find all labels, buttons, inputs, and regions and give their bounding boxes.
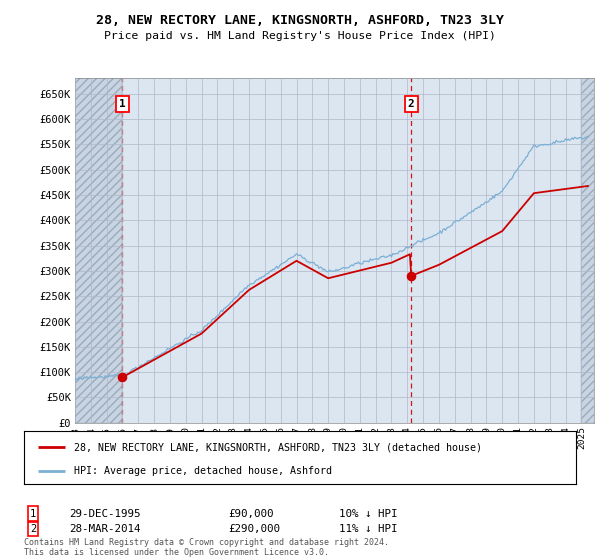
Text: 28, NEW RECTORY LANE, KINGSNORTH, ASHFORD, TN23 3LY: 28, NEW RECTORY LANE, KINGSNORTH, ASHFOR…	[96, 14, 504, 27]
Bar	[581, 68, 600, 423]
Text: 28, NEW RECTORY LANE, KINGSNORTH, ASHFORD, TN23 3LY (detached house): 28, NEW RECTORY LANE, KINGSNORTH, ASHFOR…	[74, 442, 482, 452]
Text: £90,000: £90,000	[228, 508, 274, 519]
Text: 10% ↓ HPI: 10% ↓ HPI	[339, 508, 397, 519]
Text: 2: 2	[408, 99, 415, 109]
Text: 1: 1	[30, 508, 36, 519]
Text: 29-DEC-1995: 29-DEC-1995	[69, 508, 140, 519]
Text: £290,000: £290,000	[228, 524, 280, 534]
Text: 1: 1	[119, 99, 125, 109]
Text: Price paid vs. HM Land Registry's House Price Index (HPI): Price paid vs. HM Land Registry's House …	[104, 31, 496, 41]
Text: Contains HM Land Registry data © Crown copyright and database right 2024.
This d: Contains HM Land Registry data © Crown c…	[24, 538, 389, 557]
Text: 28-MAR-2014: 28-MAR-2014	[69, 524, 140, 534]
Bar	[75, 68, 122, 423]
Point	[406, 272, 416, 281]
Text: HPI: Average price, detached house, Ashford: HPI: Average price, detached house, Ashf…	[74, 466, 332, 476]
Text: 11% ↓ HPI: 11% ↓ HPI	[339, 524, 397, 534]
Text: 2: 2	[30, 524, 36, 534]
Point	[118, 373, 127, 382]
